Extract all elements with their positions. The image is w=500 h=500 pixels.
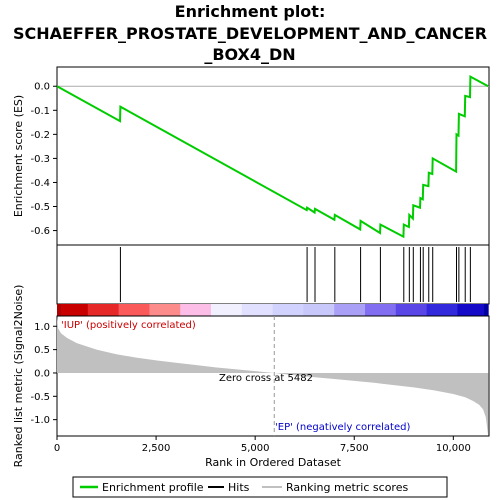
hits-panel (56, 244, 490, 305)
color-band-segment (334, 304, 366, 316)
color-band-segment (118, 304, 150, 316)
color-band-segment (241, 304, 274, 316)
metric-ytick-label: -1.0 (30, 415, 50, 426)
es-ytick-label: -0.4 (30, 178, 50, 189)
metric-xtick-label: 5,000 (241, 443, 270, 454)
ranked-metric-panel: Zero cross at 5482 'IUP' (positively cor… (12, 285, 490, 469)
negative-correlation-label: 'EP' (negatively correlated) (275, 422, 410, 433)
es-ytick-label: -0.3 (30, 154, 50, 165)
color-band-segment (395, 304, 428, 316)
color-band-segment (365, 304, 397, 316)
positive-correlation-label: 'IUP' (positively correlated) (61, 320, 196, 331)
metric-ytick-label: -0.5 (30, 392, 50, 403)
color-band-segment (457, 304, 489, 316)
metric-ylabel: Ranked list metric (Signal2Noise) (12, 285, 25, 468)
legend: Enrichment profile Hits Ranking metric s… (72, 476, 448, 498)
metric-xtick-label: 10,000 (436, 443, 471, 454)
zero-cross-label: Zero cross at 5482 (219, 373, 313, 384)
es-ylabel: Enrichment score (ES) (12, 95, 25, 217)
es-ytick-label: 0.0 (34, 82, 50, 93)
color-band-segment (180, 304, 212, 316)
metric-xtick-label: 7,500 (340, 443, 369, 454)
es-ytick-label: -0.5 (30, 202, 50, 213)
title-line-3: _BOX4_DN (204, 45, 295, 64)
color-band-segment (57, 304, 61, 316)
es-panel-frame (56, 66, 490, 246)
metric-xlabel: Rank in Ordered Dataset (205, 456, 342, 469)
title-line-2: SCHAEFFER_PROSTATE_DEVELOPMENT_AND_CANCE… (13, 24, 487, 43)
es-ytick-label: -0.6 (30, 226, 50, 237)
hits-panel-frame (56, 244, 490, 305)
es-ytick-label: -0.1 (30, 106, 50, 117)
legend-enrichment-label: Enrichment profile (102, 481, 204, 494)
color-band-segment (484, 304, 489, 316)
enrichment-profile-line (56, 74, 489, 239)
title-line-1: Enrichment plot: (175, 2, 326, 21)
color-band-segment (272, 304, 304, 316)
metric-xtick-label: 0 (54, 443, 60, 454)
metric-ytick-label: 0.5 (34, 345, 50, 356)
rank-color-band (57, 304, 489, 316)
color-band-segment (57, 304, 89, 316)
color-band-segment (426, 304, 458, 316)
legend-metric-label: Ranking metric scores (286, 481, 408, 494)
metric-xtick-label: 2,500 (142, 443, 171, 454)
metric-ytick-label: 0.0 (34, 368, 50, 379)
legend-hits-label: Hits (228, 481, 250, 494)
ranking-metric-area (57, 316, 489, 436)
color-band-segment (87, 304, 120, 316)
es-ytick-label: -0.2 (30, 130, 50, 141)
legend-box (72, 476, 448, 498)
metric-ytick-label: 1.0 (34, 322, 50, 333)
color-band-segment (211, 304, 243, 316)
es-panel: 0.0 -0.1 -0.2 -0.3 -0.4 -0.5 -0.6 Enrichment s… (12, 66, 490, 246)
color-band-segment (303, 304, 335, 316)
color-band-segment (149, 304, 181, 316)
